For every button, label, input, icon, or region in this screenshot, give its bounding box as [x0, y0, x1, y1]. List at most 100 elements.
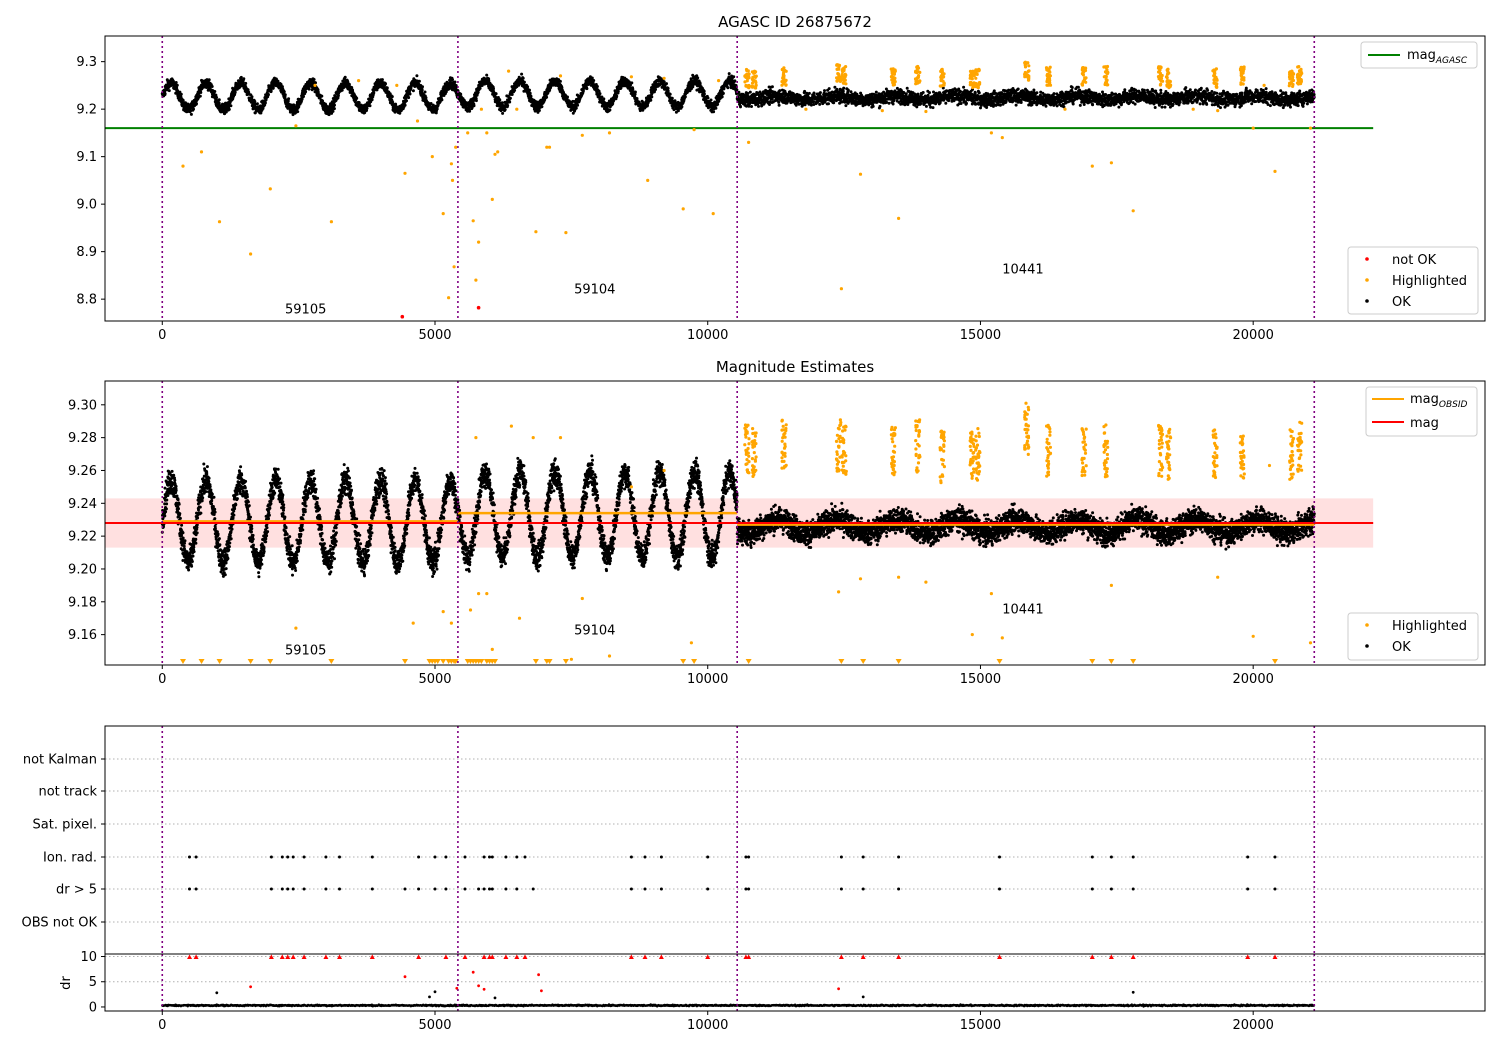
- ok-point: [818, 102, 822, 106]
- ok-point: [722, 87, 726, 91]
- ok-point: [959, 90, 963, 94]
- ok-point: [398, 111, 402, 115]
- ok-point: [440, 98, 444, 102]
- ok-point: [307, 87, 311, 91]
- ok-point: [331, 109, 335, 113]
- ok-point: [380, 78, 384, 82]
- ok-point: [540, 105, 544, 109]
- ok-point: [770, 85, 774, 89]
- ok-point: [630, 81, 634, 85]
- ok-point: [415, 74, 419, 78]
- ok-point: [702, 92, 706, 96]
- ok-point: [721, 91, 725, 95]
- ok-point: [521, 76, 525, 80]
- ok-point: [998, 103, 1002, 107]
- ok-point: [213, 90, 217, 93]
- ok-point: [827, 87, 831, 91]
- ok-point: [198, 94, 202, 98]
- ok-point: [472, 104, 476, 108]
- ok-point: [501, 111, 505, 115]
- ok-point: [179, 92, 183, 96]
- ok-point: [459, 92, 463, 96]
- ok-point: [163, 92, 167, 96]
- ok-point: [732, 75, 736, 79]
- ok-point: [286, 99, 290, 103]
- ok-point: [522, 80, 526, 84]
- ok-point: [242, 77, 246, 81]
- ok-point: [411, 89, 415, 93]
- ok-point: [312, 78, 316, 81]
- ok-point: [405, 99, 408, 103]
- ok-point: [510, 93, 514, 96]
- ok-point: [750, 105, 753, 108]
- ok-point: [500, 101, 504, 105]
- ok-point: [592, 79, 596, 82]
- ok-point: [266, 93, 270, 97]
- ok-point: [199, 91, 203, 94]
- ok-point: [175, 83, 179, 87]
- ok-point: [665, 82, 668, 86]
- ok-point: [314, 81, 317, 85]
- ok-point: [581, 89, 585, 93]
- ok-point: [184, 101, 187, 105]
- ok-point: [304, 90, 308, 94]
- ok-point: [616, 89, 620, 93]
- ok-point: [768, 103, 771, 106]
- ok-point: [904, 92, 908, 96]
- ok-point: [666, 86, 670, 90]
- ok-point: [407, 96, 411, 100]
- ok-point: [846, 88, 850, 92]
- ok-point: [696, 76, 700, 80]
- ok-point: [355, 96, 359, 100]
- ok-point: [253, 100, 257, 103]
- ok-point: [302, 94, 305, 98]
- ok-point: [777, 100, 781, 104]
- ok-point: [965, 101, 968, 105]
- ok-point: [283, 95, 287, 99]
- ok-point: [874, 90, 878, 94]
- ok-point: [905, 86, 909, 90]
- ok-point: [370, 98, 374, 102]
- ok-point: [807, 91, 811, 95]
- ok-point: [670, 96, 674, 100]
- ok-point: [871, 104, 875, 108]
- ok-point: [576, 103, 580, 107]
- ok-point: [391, 100, 395, 104]
- ok-point: [739, 105, 742, 109]
- ok-point: [574, 106, 578, 110]
- ok-point: [403, 103, 407, 107]
- ok-point: [558, 79, 562, 83]
- ok-point: [384, 82, 387, 86]
- ok-point: [944, 101, 948, 105]
- ok-point: [181, 98, 185, 102]
- ok-point: [1019, 101, 1023, 104]
- ok-point: [283, 93, 287, 97]
- ok-point: [365, 106, 369, 110]
- ok-point: [189, 112, 193, 116]
- ok-point: [924, 104, 928, 108]
- ok-point: [423, 90, 427, 94]
- ok-point: [347, 82, 351, 86]
- ok-point: [931, 106, 935, 110]
- ok-point: [263, 101, 267, 105]
- ok-point: [526, 85, 530, 89]
- ok-point: [192, 107, 195, 111]
- ok-point: [537, 109, 541, 112]
- ok-point: [296, 110, 300, 114]
- ok-point: [714, 106, 718, 110]
- ok-point: [417, 79, 421, 83]
- ok-point: [233, 90, 237, 94]
- ok-point: [844, 104, 848, 108]
- ok-point: [926, 93, 930, 97]
- ok-point: [595, 85, 599, 88]
- ok-point: [368, 104, 372, 108]
- ok-point: [178, 90, 182, 94]
- ok-point: [827, 102, 830, 106]
- ok-point: [332, 107, 336, 111]
- ok-point: [343, 75, 347, 79]
- ok-point: [654, 88, 657, 91]
- ok-point: [255, 102, 259, 106]
- ok-point: [1014, 103, 1018, 107]
- ok-point: [812, 100, 816, 104]
